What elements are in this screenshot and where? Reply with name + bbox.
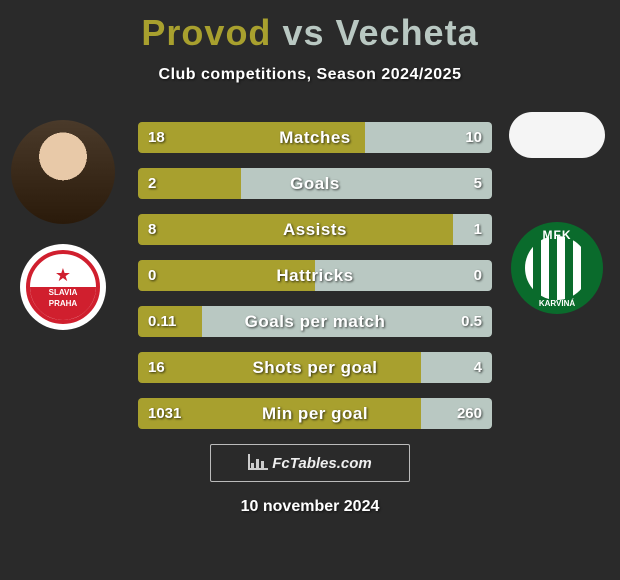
stat-value-left: 0.11 [148, 306, 176, 337]
brand-badge: FcTables.com [210, 444, 410, 482]
player-left-avatar [11, 120, 115, 224]
stat-row: Min per goal1031 260 [138, 398, 492, 429]
stat-row: Assists8 1 [138, 214, 492, 245]
stat-value-left: 16 [148, 352, 165, 383]
left-player-column: ★ SLAVIA PRAHA [8, 120, 118, 330]
stat-label: Goals per match [138, 306, 492, 337]
stat-value-left: 8 [148, 214, 156, 245]
stat-row: Goals per match0.11 0.5 [138, 306, 492, 337]
player-right-avatar-placeholder [509, 112, 605, 158]
stat-value-right: 0.5 [461, 306, 482, 337]
chart-icon [248, 456, 266, 470]
title-vs: vs [282, 12, 324, 53]
comparison-bars: Matches18 10 Goals2 5 Assists8 1 Hattricks0 0 Go… [138, 122, 492, 444]
stat-value-right: 4 [474, 352, 482, 383]
title-player-left: Provod [141, 12, 271, 53]
stat-value-right: 1 [474, 214, 482, 245]
stat-label: Min per goal [138, 398, 492, 429]
stat-label: Shots per goal [138, 352, 492, 383]
stat-row: Goals2 5 [138, 168, 492, 199]
stat-value-right: 0 [474, 260, 482, 291]
stat-value-left: 2 [148, 168, 156, 199]
brand-text: FcTables.com [272, 455, 371, 472]
slavia-praha-crest-icon: ★ SLAVIA PRAHA [26, 250, 100, 324]
stat-value-left: 1031 [148, 398, 181, 429]
footer-date: 10 november 2024 [0, 498, 620, 516]
stat-value-right: 5 [474, 168, 482, 199]
stat-row: Shots per goal16 4 [138, 352, 492, 383]
stat-label: Hattricks [138, 260, 492, 291]
stat-label: Goals [138, 168, 492, 199]
mfk-karvina-crest-icon: MFK KARVINÁ [511, 222, 603, 314]
stat-row: Matches18 10 [138, 122, 492, 153]
stat-row: Hattricks0 0 [138, 260, 492, 291]
avatar-placeholder-icon [11, 120, 115, 224]
stat-value-right: 10 [465, 122, 482, 153]
title-player-right: Vecheta [336, 12, 479, 53]
page-title: Provod vs Vecheta [0, 0, 620, 54]
club-left-badge: ★ SLAVIA PRAHA [20, 244, 106, 330]
stat-value-left: 18 [148, 122, 165, 153]
subtitle: Club competitions, Season 2024/2025 [0, 66, 620, 84]
stat-label: Matches [138, 122, 492, 153]
club-right-badge: MFK KARVINÁ [507, 218, 607, 318]
stat-value-left: 0 [148, 260, 156, 291]
stat-value-right: 260 [457, 398, 482, 429]
stat-label: Assists [138, 214, 492, 245]
right-player-column: MFK KARVINÁ [502, 112, 612, 318]
